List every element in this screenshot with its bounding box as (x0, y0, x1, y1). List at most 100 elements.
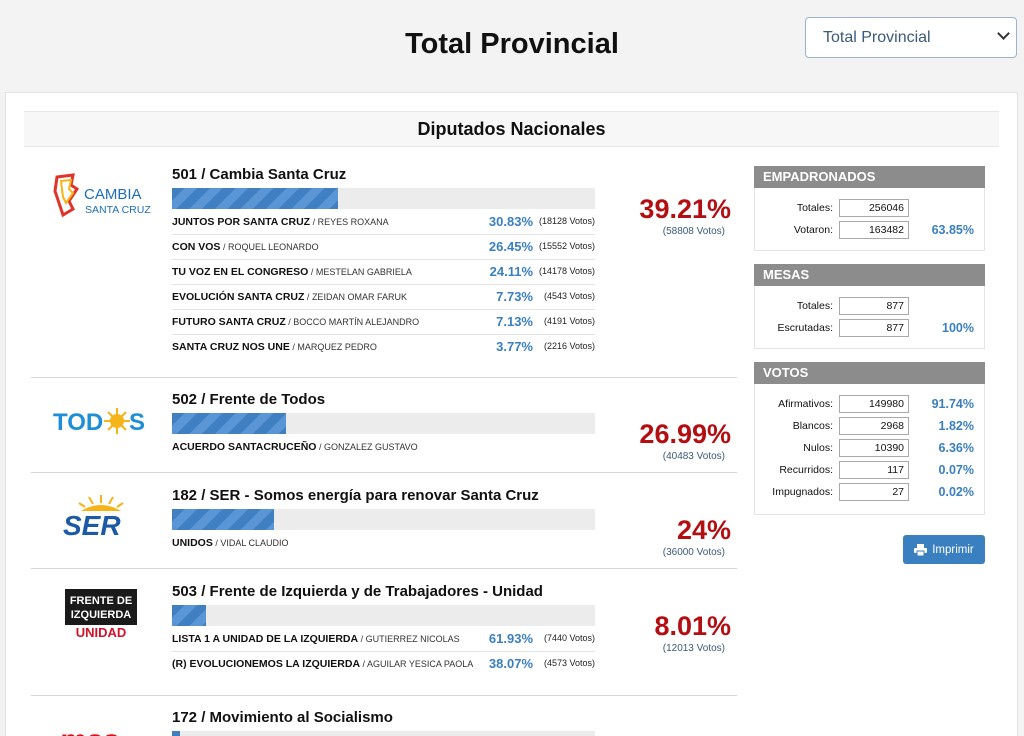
sublist-percent: 7.13% (496, 314, 533, 329)
summary-percent: 0.02% (938, 485, 974, 499)
party-percent: 26.99% (639, 419, 731, 449)
sublist-percent: 7.73% (496, 289, 533, 304)
sublist-name: FUTURO SANTA CRUZ / BOCCO MARTÍN ALEJAND… (172, 316, 419, 328)
summary-label: Escrutadas: (777, 322, 833, 334)
sublist-row: LISTA 1 A UNIDAD DE LA IZQUIERDA / GUTIE… (172, 627, 595, 652)
summary-percent: 91.74% (931, 397, 974, 411)
summary-percent: 0.07% (938, 463, 974, 477)
chevron-down-icon (997, 27, 1010, 40)
section-header: Diputados Nacionales (24, 111, 999, 147)
sublist-votes: (7440 Votos) (543, 633, 595, 643)
party-progress-bar (172, 188, 595, 209)
party-name: 502 / Frente de Todos (172, 391, 326, 408)
sublist-percent: 61.93% (488, 631, 533, 646)
sublist-name-text: (R) EVOLUCIONEMOS LA IZQUIERDA (172, 658, 361, 670)
sublist-candidate: MARQUEZ PEDRO (297, 342, 377, 352)
sublist-votes: (18128 Votos) (538, 216, 595, 226)
sublist-name-text: ACUERDO SANTACRUCEÑO (172, 441, 317, 453)
sublist-name: (R) EVOLUCIONEMOS LA IZQUIERDA / AGUILAR… (172, 658, 473, 670)
party-progress-fill (172, 605, 206, 626)
party-progress-fill (172, 188, 338, 209)
party-percent: 24% (676, 515, 731, 545)
party-progress-fill (172, 731, 180, 736)
party-logo: TOD S (31, 391, 171, 451)
summary-value-field: 2968 (839, 417, 909, 435)
sublist-row: SANTA CRUZ NOS UNE / MARQUEZ PEDRO 3.77% (… (172, 335, 595, 360)
sublist-candidate: BOCCO MARTÍN ALEJANDRO (293, 317, 420, 327)
summary-value-field: 877 (839, 319, 909, 337)
sublist-votes: (15552 Votos) (538, 241, 595, 251)
page-title: Total Provincial (405, 28, 619, 60)
svg-text:CAMBIA: CAMBIA (84, 186, 142, 203)
sublist-separator: / (360, 659, 368, 669)
sublist-name: SANTA CRUZ NOS UNE / MARQUEZ PEDRO (172, 341, 377, 353)
summary-label: Recurridos: (779, 464, 833, 476)
sublist-separator: / (308, 267, 316, 277)
printer-icon (914, 543, 928, 556)
party-name: 501 / Cambia Santa Cruz (172, 166, 347, 183)
sublist-percent: 26.45% (488, 239, 533, 254)
empadronados-header: EMPADRONADOS (754, 166, 985, 188)
sublist-name-text: EVOLUCIÓN SANTA CRUZ (172, 291, 305, 303)
sublist-name-text: CON VOS (172, 241, 221, 253)
sublist-name-text: FUTURO SANTA CRUZ (172, 316, 286, 328)
party-progress-bar (172, 731, 595, 736)
sublist-name: EVOLUCIÓN SANTA CRUZ / ZEIDAN OMAR FARUK (172, 291, 407, 303)
mesas-panel: MESAS Totales: 877 Escrutadas: 877 100% (754, 264, 985, 349)
summary-label: Impugnados: (772, 486, 833, 498)
svg-text:SANTA CRUZ: SANTA CRUZ (85, 204, 151, 216)
party-block: SER 182 / SER - Somos energía para renov… (31, 487, 737, 569)
sublist-name: ACUERDO SANTACRUCEÑO / GONZALEZ GUSTAVO (172, 441, 418, 453)
sublist-votes: (4543 Votos) (543, 291, 595, 301)
region-select-value: Total Provincial (823, 28, 931, 46)
sublist-votes: (4573 Votos) (543, 658, 595, 668)
sublist-percent: 3.77% (496, 339, 533, 354)
party-progress-bar (172, 605, 595, 626)
svg-text:SER: SER (63, 510, 121, 541)
sublist-separator: / (310, 217, 318, 227)
party-votes: (40483 Votos) (662, 451, 725, 462)
party-votes: (12013 Votos) (662, 643, 725, 654)
summary-row: Votaron: 163482 63.85% (755, 220, 985, 242)
summary-row: Recurridos: 117 0.07% (755, 460, 985, 482)
sublist-name-text: LISTA 1 A UNIDAD DE LA IZQUIERDA (172, 633, 359, 645)
summary-percent: 63.85% (931, 223, 974, 237)
party-percent: 8.01% (654, 611, 731, 641)
party-block: CAMBIA SANTA CRUZ 501 / Cambia Santa Cru… (31, 166, 737, 378)
sublist-name: LISTA 1 A UNIDAD DE LA IZQUIERDA / GUTIE… (172, 633, 460, 645)
sublist-candidate: MESTELAN GABRIELA (315, 267, 412, 277)
party-name: 503 / Frente de Izquierda y de Trabajado… (172, 583, 543, 600)
party-block: mas 172 / Movimiento al Socialismo1.78% (31, 709, 737, 736)
print-label: Imprimir (932, 543, 974, 556)
summary-label: Totales: (796, 300, 833, 312)
sublist-votes: (4191 Votos) (543, 316, 595, 326)
votos-panel: VOTOS Afirmativos: 149980 91.74% Blancos: 29… (754, 362, 985, 515)
sublist-separator: / (285, 317, 294, 327)
mesas-header: MESAS (754, 264, 985, 286)
sublist-separator: / (289, 342, 298, 352)
summary-value-field: 256046 (839, 199, 909, 217)
sublist-candidate: REYES ROXANA (317, 217, 389, 227)
sublist-percent: 30.83% (488, 214, 533, 229)
svg-text:UNIDAD: UNIDAD (76, 625, 127, 639)
region-select[interactable]: Total Provincial (805, 17, 1017, 58)
sublist-separator: / (304, 292, 312, 302)
sublist-name: CON VOS / ROQUEL LEONARDO (172, 241, 319, 253)
sublist-percent: 24.11% (489, 264, 533, 279)
party-block: FRENTE DE IZQUIERDA UNIDAD 503 / Frente … (31, 583, 737, 696)
print-button[interactable]: Imprimir (903, 535, 985, 564)
summary-row: Impugnados: 27 0.02% (755, 482, 985, 504)
sublist-row: (R) EVOLUCIONEMOS LA IZQUIERDA / AGUILAR… (172, 652, 595, 677)
sublist-candidate: VIDAL CLAUDIO (220, 538, 289, 548)
summary-value-field: 163482 (839, 221, 909, 239)
summary-value-field: 877 (839, 297, 909, 315)
party-votes: (58808 Votos) (662, 226, 725, 237)
party-progress-bar (172, 509, 595, 530)
party-votes: (36000 Votos) (662, 547, 725, 558)
party-name: 182 / SER - Somos energía para renovar S… (172, 487, 539, 504)
sublist-row: TU VOZ EN EL CONGRESO / MESTELAN GABRIEL… (172, 260, 595, 285)
sublist-votes: (14178 Votos) (538, 266, 595, 276)
sublist-separator: / (316, 442, 324, 452)
summary-label: Nulos: (803, 442, 833, 454)
party-percent: 39.21% (639, 194, 731, 224)
